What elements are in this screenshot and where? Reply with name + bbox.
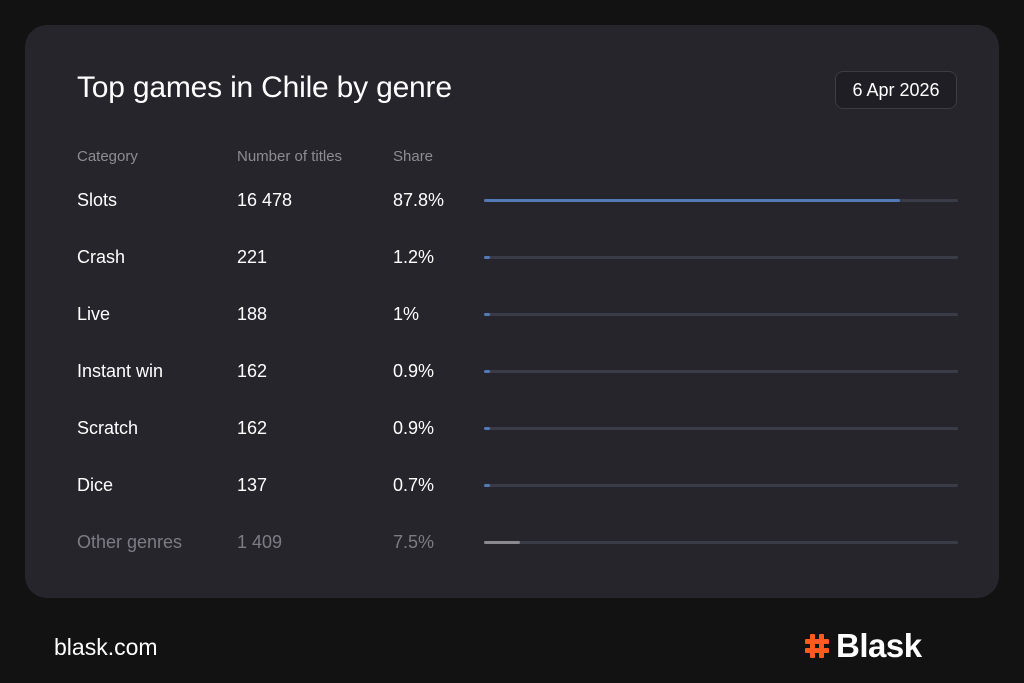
bar-track-other-genres bbox=[484, 541, 958, 544]
header-number-of-titles: Number of titles bbox=[237, 148, 343, 165]
share-label-crash: 1.2% bbox=[393, 247, 435, 267]
brand-logo: Blask bbox=[804, 627, 922, 664]
category-label-other-genres: Other genres bbox=[77, 532, 183, 552]
titles-count-other-genres: 1 409 bbox=[237, 532, 283, 552]
bar-other-genres bbox=[484, 541, 520, 544]
chart-title: Top games in Chile by genre bbox=[77, 71, 452, 104]
bar-track-dice bbox=[484, 484, 958, 487]
share-label-dice: 0.7% bbox=[393, 475, 435, 495]
titles-count-dice: 137 bbox=[237, 475, 268, 495]
bar-track-instant-win bbox=[484, 370, 958, 373]
share-label-other-genres: 7.5% bbox=[393, 532, 435, 552]
share-label-slots: 87.8% bbox=[393, 190, 445, 210]
bar-crash bbox=[484, 256, 490, 259]
bar-scratch bbox=[484, 427, 490, 430]
share-label-live: 1% bbox=[393, 304, 420, 324]
bar-instant-win bbox=[484, 370, 490, 373]
hash-icon bbox=[805, 634, 829, 658]
category-label-live: Live bbox=[77, 304, 111, 324]
bar-track-slots bbox=[484, 199, 958, 202]
share-label-scratch: 0.9% bbox=[393, 418, 435, 438]
bar-track-scratch bbox=[484, 427, 958, 430]
chart-card: Top games in Chile by genre 6 Apr 2026 C… bbox=[25, 25, 999, 598]
titles-count-live: 188 bbox=[237, 304, 268, 324]
bar-track-crash bbox=[484, 256, 958, 259]
header-category: Category bbox=[77, 148, 138, 165]
category-label-instant-win: Instant win bbox=[77, 361, 164, 381]
titles-count-slots: 16 478 bbox=[237, 190, 293, 210]
category-label-slots: Slots bbox=[77, 190, 118, 210]
category-label-dice: Dice bbox=[77, 475, 114, 495]
header-share: Share bbox=[393, 148, 434, 165]
titles-count-scratch: 162 bbox=[237, 418, 268, 438]
bar-track-live bbox=[484, 313, 958, 316]
category-label-scratch: Scratch bbox=[77, 418, 139, 438]
site-url: blask.com bbox=[54, 634, 158, 660]
date-badge: 6 Apr 2026 bbox=[835, 71, 957, 109]
bar-dice bbox=[484, 484, 490, 487]
share-label-instant-win: 0.9% bbox=[393, 361, 435, 381]
bar-slots bbox=[484, 199, 901, 202]
titles-count-crash: 221 bbox=[237, 247, 268, 267]
brand-name: Blask bbox=[836, 627, 922, 664]
bar-live bbox=[484, 313, 490, 316]
category-label-crash: Crash bbox=[77, 247, 126, 267]
titles-count-instant-win: 162 bbox=[237, 361, 268, 381]
